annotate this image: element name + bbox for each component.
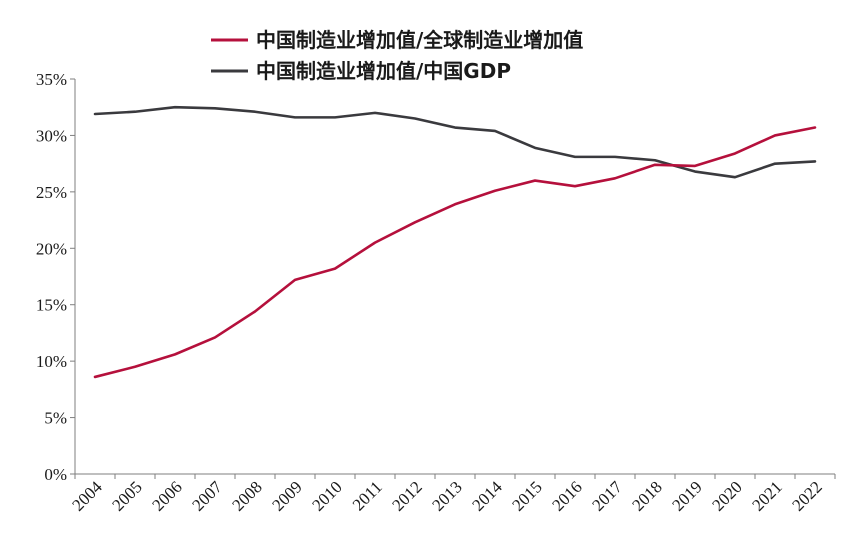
- x-tick-label: 2008: [228, 477, 265, 514]
- x-tick-label: 2010: [308, 477, 345, 514]
- legend-label-series-1: 中国制造业增加值/中国GDP: [256, 59, 511, 83]
- legend-label-series-0: 中国制造业增加值/全球制造业增加值: [256, 28, 583, 52]
- y-tick-label: 25%: [36, 183, 67, 202]
- x-tick-label: 2009: [268, 477, 305, 514]
- x-axis-ticks: 2004 2005 2006 2007 2008 2009 2010 2011 2012 2013…: [68, 474, 836, 515]
- y-tick-label: 30%: [36, 126, 67, 145]
- x-tick-label: 2015: [508, 477, 545, 514]
- x-tick-label: 2011: [349, 477, 386, 514]
- x-tick-label: 2020: [708, 477, 745, 514]
- series-lines: [93, 105, 817, 379]
- x-tick-label: 2007: [188, 477, 226, 515]
- x-tick-label: 2021: [748, 477, 785, 514]
- series-line-1: [93, 105, 817, 179]
- x-tick-label: 2018: [628, 477, 665, 514]
- x-tick-label: 2019: [668, 477, 705, 514]
- y-tick-label: 20%: [36, 239, 67, 258]
- x-tick-label: 2017: [588, 477, 626, 515]
- x-tick-label: 2016: [548, 477, 585, 514]
- y-tick-label: 10%: [36, 352, 67, 371]
- x-tick-label: 2005: [108, 477, 145, 514]
- x-tick-label: 2022: [788, 477, 825, 514]
- y-tick-label: 0%: [44, 465, 67, 484]
- x-tick-label: 2014: [468, 477, 506, 515]
- y-axis-ticks: 0% 5% 10% 15% 20% 25% 30% 35%: [36, 70, 75, 484]
- x-tick-label: 2004: [68, 477, 106, 515]
- y-tick-label: 5%: [44, 409, 67, 428]
- legend: 中国制造业增加值/全球制造业增加值 中国制造业增加值/中国GDP: [211, 28, 583, 83]
- x-tick-label: 2013: [428, 477, 465, 514]
- series-line-0: [93, 126, 817, 379]
- x-tick-label: 2012: [388, 477, 425, 514]
- y-tick-label: 35%: [36, 70, 67, 89]
- axes: [74, 79, 835, 475]
- x-tick-label: 2006: [148, 477, 185, 514]
- y-tick-label: 15%: [36, 296, 67, 315]
